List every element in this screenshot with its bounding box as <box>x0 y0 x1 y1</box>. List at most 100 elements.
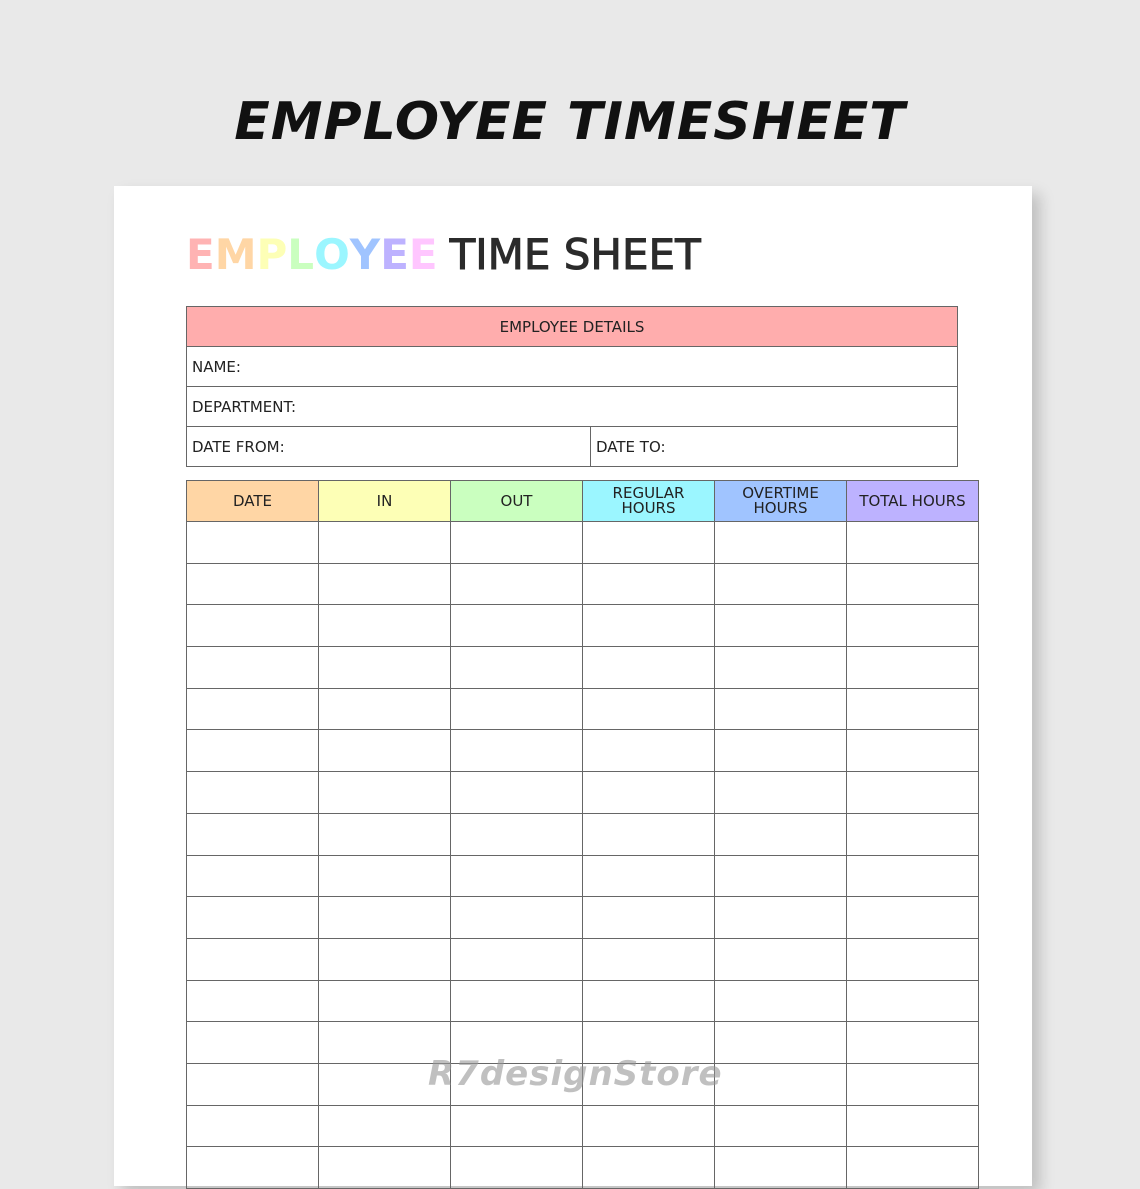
table-cell[interactable] <box>846 687 979 731</box>
table-cell[interactable] <box>714 687 847 731</box>
name-field[interactable]: NAME: <box>186 346 958 387</box>
table-cell[interactable] <box>318 604 451 648</box>
table-cell[interactable] <box>318 979 451 1023</box>
table-cell[interactable] <box>714 646 847 689</box>
table-cell[interactable] <box>186 729 319 773</box>
table-cell[interactable] <box>186 979 319 1023</box>
table-cell[interactable] <box>318 562 451 606</box>
table-cell[interactable] <box>714 521 847 564</box>
table-cell[interactable] <box>846 979 979 1023</box>
table-cell[interactable] <box>582 896 715 939</box>
table-cell[interactable] <box>714 937 847 981</box>
table-cell[interactable] <box>318 771 451 814</box>
table-cell[interactable] <box>186 1104 319 1148</box>
table-cell[interactable] <box>714 1146 847 1189</box>
table-cell[interactable] <box>846 604 979 648</box>
table-cell[interactable] <box>582 604 715 648</box>
table-cell[interactable] <box>186 562 319 606</box>
table-cell[interactable] <box>582 771 715 814</box>
table-cell[interactable] <box>582 1104 715 1148</box>
table-cell[interactable] <box>318 896 451 939</box>
table-cell[interactable] <box>450 562 583 606</box>
table-cell[interactable] <box>846 1104 979 1148</box>
table-cell[interactable] <box>714 729 847 773</box>
table-cell[interactable] <box>714 1021 847 1064</box>
table-cell[interactable] <box>846 646 979 689</box>
table-cell[interactable] <box>714 854 847 898</box>
table-cell[interactable] <box>714 562 847 606</box>
table-cell[interactable] <box>582 937 715 981</box>
table-cell[interactable] <box>582 521 715 564</box>
table-cell[interactable] <box>186 812 319 856</box>
table-cell[interactable] <box>186 1062 319 1106</box>
table-cell[interactable] <box>450 771 583 814</box>
table-cell[interactable] <box>714 979 847 1023</box>
table-cell[interactable] <box>582 979 715 1023</box>
table-cell[interactable] <box>846 562 979 606</box>
table-cell[interactable] <box>186 687 319 731</box>
table-cell[interactable] <box>318 646 451 689</box>
department-field[interactable]: DEPARTMENT: <box>186 386 958 427</box>
table-cell[interactable] <box>714 812 847 856</box>
table-cell[interactable] <box>582 854 715 898</box>
table-cell[interactable] <box>714 896 847 939</box>
table-cell[interactable] <box>714 1104 847 1148</box>
table-cell[interactable] <box>450 854 583 898</box>
table-cell[interactable] <box>582 812 715 856</box>
table-cell[interactable] <box>186 1146 319 1189</box>
column-header: OVERTIME HOURS <box>714 480 847 522</box>
table-cell[interactable] <box>186 896 319 939</box>
table-cell[interactable] <box>582 1146 715 1189</box>
table-cell[interactable] <box>846 521 979 564</box>
table-cell[interactable] <box>318 729 451 773</box>
title-letter: P <box>256 230 288 279</box>
date-from-field[interactable]: DATE FROM: <box>186 426 591 467</box>
table-cell[interactable] <box>450 604 583 648</box>
table-cell[interactable] <box>186 1021 319 1064</box>
table-cell[interactable] <box>582 646 715 689</box>
table-cell[interactable] <box>846 729 979 773</box>
table-cell[interactable] <box>450 979 583 1023</box>
table-cell[interactable] <box>450 521 583 564</box>
table-cell[interactable] <box>450 937 583 981</box>
table-cell[interactable] <box>846 854 979 898</box>
table-cell[interactable] <box>450 1021 583 1064</box>
table-cell[interactable] <box>846 937 979 981</box>
column-header: OUT <box>450 480 583 522</box>
table-cell[interactable] <box>450 729 583 773</box>
table-cell[interactable] <box>450 646 583 689</box>
table-cell[interactable] <box>318 687 451 731</box>
table-cell[interactable] <box>318 1104 451 1148</box>
column-header: TOTAL HOURS <box>846 480 979 522</box>
date-to-field[interactable]: DATE TO: <box>590 426 958 467</box>
table-cell[interactable] <box>846 896 979 939</box>
table-cell[interactable] <box>186 604 319 648</box>
table-cell[interactable] <box>186 937 319 981</box>
table-cell[interactable] <box>186 854 319 898</box>
table-cell[interactable] <box>846 771 979 814</box>
table-cell[interactable] <box>582 729 715 773</box>
table-cell[interactable] <box>582 1062 715 1106</box>
table-cell[interactable] <box>582 687 715 731</box>
table-cell[interactable] <box>846 1062 979 1106</box>
table-cell[interactable] <box>318 937 451 981</box>
table-cell[interactable] <box>318 1146 451 1189</box>
table-cell[interactable] <box>186 646 319 689</box>
table-cell[interactable] <box>318 854 451 898</box>
table-cell[interactable] <box>714 1062 847 1106</box>
table-cell[interactable] <box>582 562 715 606</box>
table-cell[interactable] <box>318 521 451 564</box>
table-cell[interactable] <box>186 771 319 814</box>
table-cell[interactable] <box>846 1146 979 1189</box>
table-cell[interactable] <box>846 1021 979 1064</box>
table-cell[interactable] <box>186 521 319 564</box>
table-cell[interactable] <box>450 896 583 939</box>
table-cell[interactable] <box>450 812 583 856</box>
table-cell[interactable] <box>450 1146 583 1189</box>
table-cell[interactable] <box>450 1104 583 1148</box>
table-cell[interactable] <box>714 604 847 648</box>
table-cell[interactable] <box>846 812 979 856</box>
table-cell[interactable] <box>318 812 451 856</box>
table-cell[interactable] <box>714 771 847 814</box>
table-cell[interactable] <box>450 687 583 731</box>
